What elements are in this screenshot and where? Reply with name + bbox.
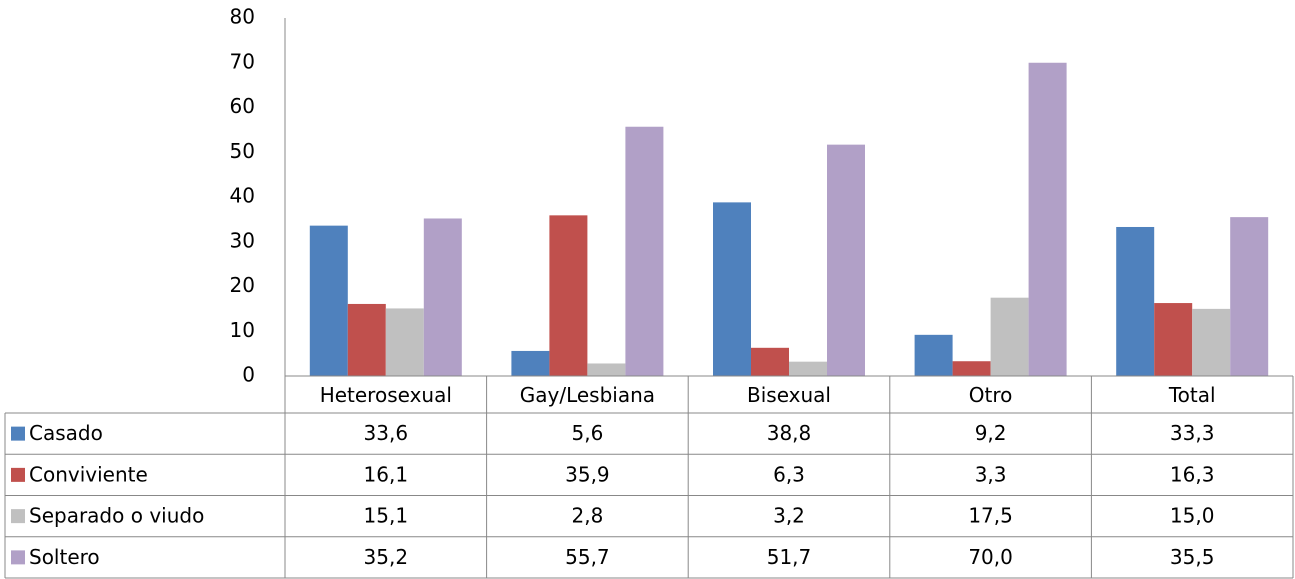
- bar: [309, 225, 348, 376]
- table-value: 38,8: [767, 421, 812, 445]
- bar: [625, 126, 664, 377]
- bar: [1230, 217, 1269, 376]
- table-value: 16,3: [1170, 462, 1215, 486]
- table-value: 9,2: [975, 421, 1007, 445]
- bar: [1192, 308, 1231, 376]
- bar: [423, 218, 462, 376]
- legend-swatch: [11, 509, 25, 524]
- y-tick-label: 10: [230, 318, 255, 342]
- legend-swatch: [11, 467, 25, 482]
- table-value: 33,3: [1170, 421, 1215, 445]
- table-value: 5,6: [571, 421, 603, 445]
- y-tick-label: 80: [230, 5, 255, 29]
- table-value: 55,7: [565, 545, 610, 569]
- table-value: 3,2: [773, 504, 805, 528]
- legend-label: Separado o viudo: [29, 504, 204, 528]
- bar: [713, 202, 751, 376]
- bar: [347, 303, 386, 376]
- table-value: 3,3: [975, 462, 1007, 486]
- bar: [1154, 303, 1193, 376]
- legend-label: Casado: [29, 421, 103, 445]
- y-tick-label: 30: [230, 228, 255, 252]
- legend-label: Soltero: [29, 545, 100, 569]
- bar: [385, 308, 424, 376]
- table-value: 15,0: [1170, 504, 1215, 528]
- bar: [751, 347, 789, 376]
- x-tick-label: Heterosexual: [320, 383, 452, 407]
- table-value: 35,5: [1170, 545, 1215, 569]
- table-value: 35,9: [565, 462, 610, 486]
- y-tick-label: 50: [230, 139, 255, 163]
- bar: [511, 350, 550, 376]
- table-value: 15,1: [364, 504, 409, 528]
- table-value: 6,3: [773, 462, 805, 486]
- bar: [952, 361, 991, 376]
- bar: [1028, 62, 1067, 376]
- bar: [587, 363, 626, 376]
- y-tick-label: 0: [242, 363, 255, 387]
- legend-label: Conviviente: [29, 462, 148, 486]
- table-value: 33,6: [364, 421, 409, 445]
- table-value: 2,8: [571, 504, 603, 528]
- y-tick-label: 40: [230, 184, 255, 208]
- table-value: 16,1: [364, 462, 409, 486]
- x-tick-label: Total: [1168, 383, 1216, 407]
- y-tick-label: 20: [230, 273, 255, 297]
- bar: [789, 361, 827, 376]
- x-tick-label: Otro: [969, 383, 1013, 407]
- table-value: 51,7: [767, 545, 812, 569]
- bar: [549, 215, 588, 376]
- legend-swatch: [11, 426, 25, 441]
- y-tick-label: 60: [230, 94, 255, 118]
- legend-swatch: [11, 550, 25, 565]
- bar: [1116, 226, 1155, 376]
- x-tick-label: Gay/Lesbiana: [520, 383, 655, 407]
- y-tick-label: 70: [230, 49, 255, 73]
- table-value: 70,0: [968, 545, 1013, 569]
- bar: [990, 297, 1029, 376]
- table-value: 35,2: [364, 545, 409, 569]
- x-tick-label: Bisexual: [747, 383, 831, 407]
- bar: [914, 334, 953, 376]
- table-value: 17,5: [968, 504, 1013, 528]
- bar: [827, 144, 865, 376]
